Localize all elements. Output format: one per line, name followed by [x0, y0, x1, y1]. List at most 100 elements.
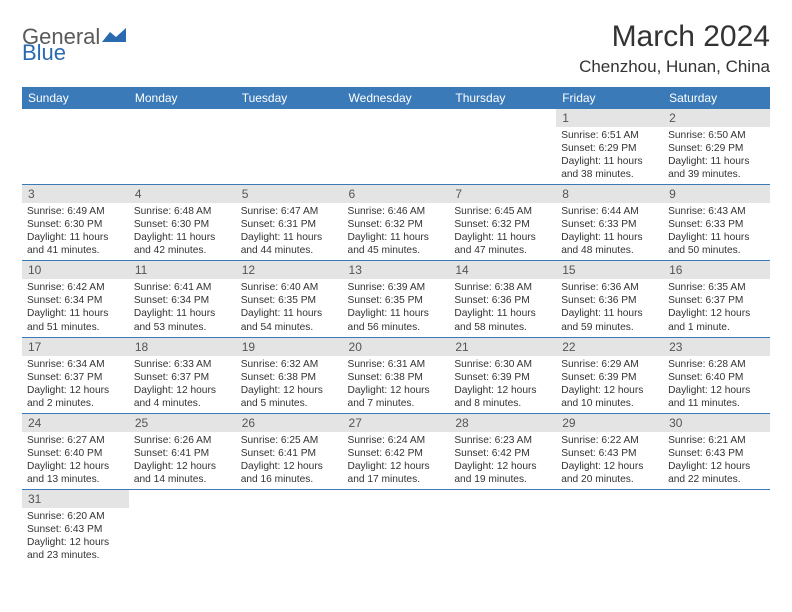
daylight-line: Daylight: 12 hours and 4 minutes.	[134, 384, 231, 410]
day-number: 26	[236, 414, 343, 432]
day-number: 17	[22, 338, 129, 356]
sunset-line: Sunset: 6:30 PM	[134, 218, 231, 231]
daylight-line: Daylight: 12 hours and 19 minutes.	[454, 460, 551, 486]
day-content: Sunrise: 6:48 AMSunset: 6:30 PMDaylight:…	[129, 203, 236, 260]
calendar-cell	[343, 109, 450, 185]
sunrise-line: Sunrise: 6:50 AM	[668, 129, 765, 142]
sunrise-line: Sunrise: 6:47 AM	[241, 205, 338, 218]
calendar-cell: 28Sunrise: 6:23 AMSunset: 6:42 PMDayligh…	[449, 413, 556, 489]
daylight-line: Daylight: 11 hours and 58 minutes.	[454, 307, 551, 333]
day-content: Sunrise: 6:49 AMSunset: 6:30 PMDaylight:…	[22, 203, 129, 260]
sunrise-line: Sunrise: 6:41 AM	[134, 281, 231, 294]
day-number: 15	[556, 261, 663, 279]
sunset-line: Sunset: 6:35 PM	[348, 294, 445, 307]
daylight-line: Daylight: 11 hours and 54 minutes.	[241, 307, 338, 333]
day-content: Sunrise: 6:38 AMSunset: 6:36 PMDaylight:…	[449, 279, 556, 336]
calendar-cell: 12Sunrise: 6:40 AMSunset: 6:35 PMDayligh…	[236, 261, 343, 337]
day-content: Sunrise: 6:32 AMSunset: 6:38 PMDaylight:…	[236, 356, 343, 413]
sunrise-line: Sunrise: 6:42 AM	[27, 281, 124, 294]
sunrise-line: Sunrise: 6:32 AM	[241, 358, 338, 371]
calendar-cell: 21Sunrise: 6:30 AMSunset: 6:39 PMDayligh…	[449, 337, 556, 413]
day-number: 27	[343, 414, 450, 432]
day-number: 6	[343, 185, 450, 203]
calendar-cell: 23Sunrise: 6:28 AMSunset: 6:40 PMDayligh…	[663, 337, 770, 413]
calendar-cell: 8Sunrise: 6:44 AMSunset: 6:33 PMDaylight…	[556, 185, 663, 261]
weekday-header: Friday	[556, 87, 663, 109]
daylight-line: Daylight: 11 hours and 51 minutes.	[27, 307, 124, 333]
daylight-line: Daylight: 11 hours and 47 minutes.	[454, 231, 551, 257]
sunrise-line: Sunrise: 6:44 AM	[561, 205, 658, 218]
sunrise-line: Sunrise: 6:51 AM	[561, 129, 658, 142]
daylight-line: Daylight: 12 hours and 5 minutes.	[241, 384, 338, 410]
flag-icon	[102, 24, 130, 49]
sunset-line: Sunset: 6:36 PM	[561, 294, 658, 307]
weekday-header: Saturday	[663, 87, 770, 109]
page-title: March 2024	[579, 20, 770, 53]
sunset-line: Sunset: 6:29 PM	[668, 142, 765, 155]
sunrise-line: Sunrise: 6:36 AM	[561, 281, 658, 294]
day-content: Sunrise: 6:39 AMSunset: 6:35 PMDaylight:…	[343, 279, 450, 336]
calendar-cell: 4Sunrise: 6:48 AMSunset: 6:30 PMDaylight…	[129, 185, 236, 261]
sunset-line: Sunset: 6:30 PM	[27, 218, 124, 231]
weekday-header: Tuesday	[236, 87, 343, 109]
calendar-row: 3Sunrise: 6:49 AMSunset: 6:30 PMDaylight…	[22, 185, 770, 261]
calendar-cell: 9Sunrise: 6:43 AMSunset: 6:33 PMDaylight…	[663, 185, 770, 261]
calendar-row: 24Sunrise: 6:27 AMSunset: 6:40 PMDayligh…	[22, 413, 770, 489]
sunrise-line: Sunrise: 6:39 AM	[348, 281, 445, 294]
calendar-cell: 19Sunrise: 6:32 AMSunset: 6:38 PMDayligh…	[236, 337, 343, 413]
day-number: 20	[343, 338, 450, 356]
day-number: 19	[236, 338, 343, 356]
calendar-cell: 10Sunrise: 6:42 AMSunset: 6:34 PMDayligh…	[22, 261, 129, 337]
day-number: 11	[129, 261, 236, 279]
day-content: Sunrise: 6:34 AMSunset: 6:37 PMDaylight:…	[22, 356, 129, 413]
sunrise-line: Sunrise: 6:21 AM	[668, 434, 765, 447]
calendar-cell: 20Sunrise: 6:31 AMSunset: 6:38 PMDayligh…	[343, 337, 450, 413]
calendar-cell: 14Sunrise: 6:38 AMSunset: 6:36 PMDayligh…	[449, 261, 556, 337]
calendar-cell: 24Sunrise: 6:27 AMSunset: 6:40 PMDayligh…	[22, 413, 129, 489]
weekday-header: Sunday	[22, 87, 129, 109]
day-content: Sunrise: 6:24 AMSunset: 6:42 PMDaylight:…	[343, 432, 450, 489]
daylight-line: Daylight: 11 hours and 39 minutes.	[668, 155, 765, 181]
calendar-cell	[449, 109, 556, 185]
day-number: 21	[449, 338, 556, 356]
calendar-cell	[236, 489, 343, 565]
sunrise-line: Sunrise: 6:49 AM	[27, 205, 124, 218]
day-content: Sunrise: 6:27 AMSunset: 6:40 PMDaylight:…	[22, 432, 129, 489]
day-content: Sunrise: 6:23 AMSunset: 6:42 PMDaylight:…	[449, 432, 556, 489]
calendar-cell: 11Sunrise: 6:41 AMSunset: 6:34 PMDayligh…	[129, 261, 236, 337]
daylight-line: Daylight: 12 hours and 8 minutes.	[454, 384, 551, 410]
day-number: 18	[129, 338, 236, 356]
day-number: 30	[663, 414, 770, 432]
day-content: Sunrise: 6:35 AMSunset: 6:37 PMDaylight:…	[663, 279, 770, 336]
day-number: 1	[556, 109, 663, 127]
sunset-line: Sunset: 6:36 PM	[454, 294, 551, 307]
daylight-line: Daylight: 12 hours and 11 minutes.	[668, 384, 765, 410]
sunset-line: Sunset: 6:40 PM	[27, 447, 124, 460]
sunrise-line: Sunrise: 6:45 AM	[454, 205, 551, 218]
sunrise-line: Sunrise: 6:26 AM	[134, 434, 231, 447]
sunrise-line: Sunrise: 6:33 AM	[134, 358, 231, 371]
weekday-header: Monday	[129, 87, 236, 109]
calendar-cell: 7Sunrise: 6:45 AMSunset: 6:32 PMDaylight…	[449, 185, 556, 261]
daylight-line: Daylight: 12 hours and 16 minutes.	[241, 460, 338, 486]
calendar-cell: 15Sunrise: 6:36 AMSunset: 6:36 PMDayligh…	[556, 261, 663, 337]
daylight-line: Daylight: 12 hours and 1 minute.	[668, 307, 765, 333]
daylight-line: Daylight: 11 hours and 41 minutes.	[27, 231, 124, 257]
sunset-line: Sunset: 6:41 PM	[241, 447, 338, 460]
day-number: 10	[22, 261, 129, 279]
daylight-line: Daylight: 12 hours and 7 minutes.	[348, 384, 445, 410]
daylight-line: Daylight: 12 hours and 17 minutes.	[348, 460, 445, 486]
day-number: 4	[129, 185, 236, 203]
daylight-line: Daylight: 11 hours and 53 minutes.	[134, 307, 231, 333]
calendar-cell: 3Sunrise: 6:49 AMSunset: 6:30 PMDaylight…	[22, 185, 129, 261]
day-content: Sunrise: 6:43 AMSunset: 6:33 PMDaylight:…	[663, 203, 770, 260]
sunset-line: Sunset: 6:37 PM	[668, 294, 765, 307]
day-number: 8	[556, 185, 663, 203]
day-content: Sunrise: 6:46 AMSunset: 6:32 PMDaylight:…	[343, 203, 450, 260]
day-number: 29	[556, 414, 663, 432]
sunset-line: Sunset: 6:39 PM	[561, 371, 658, 384]
day-content: Sunrise: 6:36 AMSunset: 6:36 PMDaylight:…	[556, 279, 663, 336]
day-number: 31	[22, 490, 129, 508]
day-content: Sunrise: 6:20 AMSunset: 6:43 PMDaylight:…	[22, 508, 129, 565]
sunrise-line: Sunrise: 6:22 AM	[561, 434, 658, 447]
